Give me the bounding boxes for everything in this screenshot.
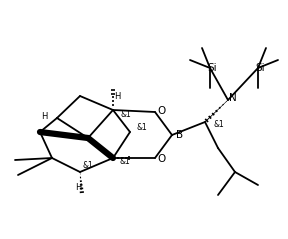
Polygon shape	[205, 100, 228, 122]
Text: &1: &1	[137, 124, 147, 132]
Text: &1: &1	[214, 120, 224, 129]
Text: H: H	[75, 184, 81, 192]
Text: Si: Si	[255, 63, 265, 73]
Text: H: H	[114, 92, 120, 101]
Text: Si: Si	[207, 63, 217, 73]
Text: &1: &1	[120, 158, 130, 167]
Text: N: N	[229, 93, 237, 103]
Text: B: B	[177, 130, 183, 140]
Text: H: H	[41, 112, 47, 120]
Text: O: O	[158, 154, 166, 164]
Text: &1: &1	[83, 162, 93, 170]
Text: &1: &1	[121, 109, 131, 119]
Text: O: O	[158, 106, 166, 116]
